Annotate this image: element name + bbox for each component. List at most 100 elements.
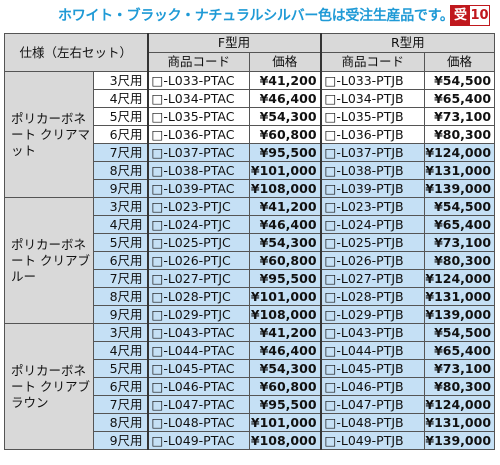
- size-cell: 4尺用: [92, 341, 149, 360]
- r-price-cell: ¥124,000: [424, 395, 496, 414]
- r-price-cell: ¥139,000: [424, 305, 496, 324]
- r-price-cell: ¥80,300: [424, 125, 496, 144]
- size-cell: 5尺用: [92, 107, 149, 126]
- table-row: 5尺用 □-L035-PTAC ¥54,300 □-L035-PTJB ¥73,100: [5, 107, 496, 126]
- f-price-cell: ¥46,400: [249, 341, 322, 360]
- r-code-cell: □-L025-PTJB: [319, 233, 426, 252]
- r-price-cell: ¥139,000: [424, 179, 496, 198]
- f-code-cell: □-L034-PTAC: [146, 89, 251, 108]
- f-price-cell: ¥54,300: [249, 233, 322, 252]
- f-code-cell: □-L048-PTAC: [146, 413, 251, 432]
- f-price-cell: ¥108,000: [249, 179, 322, 198]
- r-code-cell: □-L028-PTJB: [319, 287, 426, 306]
- f-price-cell: ¥95,500: [249, 395, 322, 414]
- table-row: 4尺用 □-L034-PTAC ¥46,400 □-L034-PTJB ¥65,400: [5, 89, 496, 108]
- table-row: 8尺用 □-L048-PTAC ¥101,000 □-L048-PTJB ¥131,00…: [5, 413, 496, 432]
- f-code-cell: □-L027-PTJC: [146, 269, 251, 288]
- r-code-cell: □-L026-PTJB: [319, 251, 426, 270]
- table-row: 4尺用 □-L044-PTAC ¥46,400 □-L044-PTJB ¥65,400: [5, 341, 496, 360]
- size-cell: 8尺用: [92, 287, 149, 306]
- f-code-cell: □-L026-PTJC: [146, 251, 251, 270]
- f-code-cell: □-L043-PTAC: [146, 323, 251, 342]
- size-cell: 3尺用: [92, 71, 149, 90]
- size-cell: 7尺用: [92, 143, 149, 162]
- size-cell: 7尺用: [92, 269, 149, 288]
- f-code-header: 商品コード: [146, 52, 251, 72]
- f-code-cell: □-L028-PTJC: [146, 287, 251, 306]
- f-price-cell: ¥46,400: [249, 89, 322, 108]
- size-cell: 8尺用: [92, 161, 149, 180]
- r-code-cell: □-L045-PTJB: [319, 359, 426, 378]
- f-price-cell: ¥60,800: [249, 125, 322, 144]
- r-price-cell: ¥65,400: [424, 215, 496, 234]
- f-price-cell: ¥41,200: [249, 323, 322, 342]
- r-code-cell: □-L043-PTJB: [319, 323, 426, 342]
- size-cell: 6尺用: [92, 125, 149, 144]
- r-price-cell: ¥54,500: [424, 71, 496, 90]
- r-code-cell: □-L034-PTJB: [319, 89, 426, 108]
- r-price-cell: ¥54,500: [424, 323, 496, 342]
- material-group-label: ポリカーボネート クリアブラウン: [4, 323, 94, 450]
- r-price-cell: ¥131,000: [424, 287, 496, 306]
- f-price-cell: ¥60,800: [249, 251, 322, 270]
- f-price-cell: ¥46,400: [249, 215, 322, 234]
- f-price-cell: ¥41,200: [249, 197, 322, 216]
- f-code-cell: □-L025-PTJC: [146, 233, 251, 252]
- r-code-cell: □-L038-PTJB: [319, 161, 426, 180]
- size-cell: 9尺用: [92, 179, 149, 198]
- size-cell: 6尺用: [92, 377, 149, 396]
- spec-header: 仕様（左右セット）: [3, 33, 149, 72]
- size-cell: 8尺用: [92, 413, 149, 432]
- r-code-cell: □-L033-PTJB: [319, 71, 426, 90]
- table-row: 7尺用 □-L037-PTAC ¥95,500 □-L037-PTJB ¥124,000: [5, 143, 496, 162]
- table-row: 9尺用 □-L049-PTAC ¥108,000 □-L049-PTJB ¥139,00…: [5, 431, 496, 450]
- f-price-cell: ¥108,000: [249, 431, 322, 450]
- r-code-cell: □-L037-PTJB: [319, 143, 426, 162]
- r-price-cell: ¥65,400: [424, 341, 496, 360]
- table-row: 9尺用 □-L029-PTJC ¥108,000 □-L029-PTJB ¥139,00…: [5, 305, 496, 324]
- r-price-cell: ¥131,000: [424, 161, 496, 180]
- table-row: 8尺用 □-L038-PTAC ¥101,000 □-L038-PTJB ¥131,00…: [5, 161, 496, 180]
- material-group-label: ポリカーボネート クリアマット: [4, 71, 94, 198]
- r-code-cell: □-L047-PTJB: [319, 395, 426, 414]
- table-row: 4尺用 □-L024-PTJC ¥46,400 □-L024-PTJB ¥65,400: [5, 215, 496, 234]
- r-type-header: R型用: [319, 33, 496, 53]
- r-price-cell: ¥73,100: [424, 107, 496, 126]
- r-price-cell: ¥73,100: [424, 359, 496, 378]
- r-code-cell: □-L036-PTJB: [319, 125, 426, 144]
- f-price-cell: ¥54,300: [249, 359, 322, 378]
- f-code-cell: □-L023-PTJC: [146, 197, 251, 216]
- f-code-cell: □-L049-PTAC: [146, 431, 251, 450]
- f-price-cell: ¥108,000: [249, 305, 322, 324]
- r-code-cell: □-L023-PTJB: [319, 197, 426, 216]
- f-code-cell: □-L045-PTAC: [146, 359, 251, 378]
- r-price-cell: ¥80,300: [424, 251, 496, 270]
- f-price-cell: ¥95,500: [249, 143, 322, 162]
- r-code-cell: □-L027-PTJB: [319, 269, 426, 288]
- r-code-cell: □-L029-PTJB: [319, 305, 426, 324]
- r-code-cell: □-L039-PTJB: [319, 179, 426, 198]
- made-to-order-note: ホワイト・ブラック・ナチュラルシルバー色は受注生産品です。: [58, 8, 454, 24]
- f-price-cell: ¥101,000: [249, 413, 322, 432]
- size-cell: 3尺用: [92, 197, 149, 216]
- f-code-cell: □-L035-PTAC: [146, 107, 251, 126]
- table-row: 6尺用 □-L026-PTJC ¥60,800 □-L026-PTJB ¥80,300: [5, 251, 496, 270]
- size-cell: 4尺用: [92, 215, 149, 234]
- size-cell: 5尺用: [92, 359, 149, 378]
- r-code-cell: □-L035-PTJB: [319, 107, 426, 126]
- badge-kanji: 受: [451, 6, 470, 25]
- f-price-cell: ¥54,300: [249, 107, 322, 126]
- table-row: 5尺用 □-L025-PTJC ¥54,300 □-L025-PTJB ¥73,100: [5, 233, 496, 252]
- r-code-cell: □-L048-PTJB: [319, 413, 426, 432]
- f-price-cell: ¥60,800: [249, 377, 322, 396]
- table-row: ポリカーボネート クリアマット 3尺用 □-L033-PTAC ¥41,200 □-L0…: [4, 71, 496, 198]
- table-row: ポリカーボネート クリアブルー 3尺用 □-L023-PTJC ¥41,200 □-L0…: [4, 197, 496, 324]
- r-price-cell: ¥65,400: [424, 89, 496, 108]
- r-price-cell: ¥124,000: [424, 269, 496, 288]
- size-cell: 3尺用: [92, 323, 149, 342]
- f-price-cell: ¥101,000: [249, 287, 322, 306]
- size-cell: 9尺用: [92, 305, 149, 324]
- f-price-header: 価格: [249, 52, 322, 72]
- f-code-cell: □-L033-PTAC: [146, 71, 251, 90]
- size-cell: 7尺用: [92, 395, 149, 414]
